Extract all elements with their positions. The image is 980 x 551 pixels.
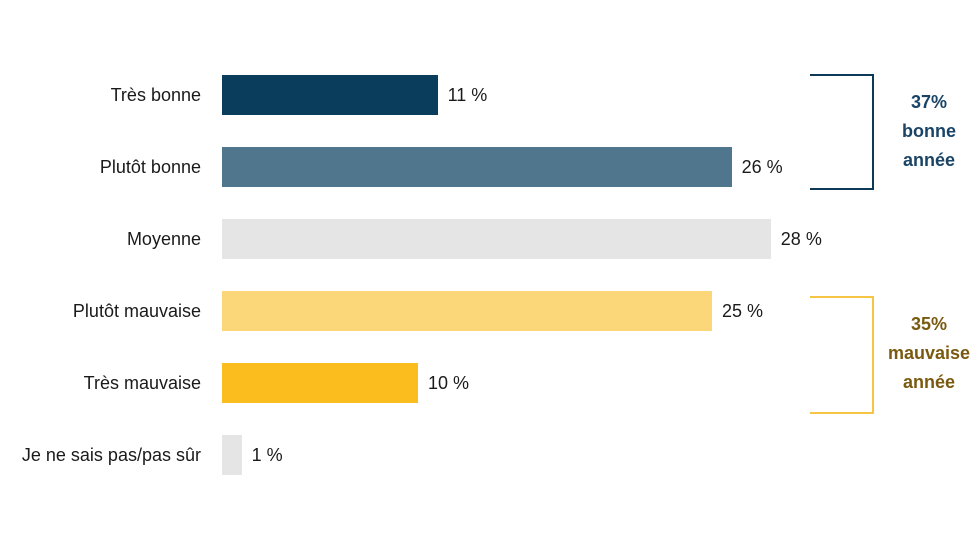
bad-year-line3: année: [902, 372, 956, 392]
good-year-percent: 37%: [910, 92, 948, 112]
bar-row: Plutôt bonne 26 %: [0, 147, 980, 187]
bad-year-line2: mauvaise: [887, 343, 971, 363]
category-label: Très bonne: [110, 85, 201, 105]
bad-year-bracket: [810, 296, 874, 414]
bar-row: Très bonne 11 %: [0, 75, 980, 115]
bar: [222, 363, 418, 403]
value-label: 25 %: [722, 301, 764, 321]
category-label: Plutôt mauvaise: [72, 301, 201, 321]
value-label: 11 %: [447, 85, 488, 105]
bar: [222, 219, 771, 259]
bad-year-annotation: 35% mauvaise année: [874, 310, 980, 397]
bar-row: Moyenne 28 %: [0, 219, 980, 259]
category-label: Très mauvaise: [83, 373, 201, 393]
bar-row: Très mauvaise 10 %: [0, 363, 980, 403]
bar: [222, 435, 242, 475]
value-label: 1 %: [251, 445, 283, 465]
good-year-annotation: 37% bonne année: [874, 88, 980, 175]
bar-row: Je ne sais pas/pas sûr 1 %: [0, 435, 980, 475]
value-label: 10 %: [428, 373, 470, 393]
bar: [222, 147, 732, 187]
bar: [222, 291, 712, 331]
good-year-bracket: [810, 74, 874, 190]
value-label: 28 %: [780, 229, 822, 249]
category-label: Moyenne: [126, 229, 201, 249]
bad-year-percent: 35%: [910, 314, 948, 334]
category-label: Plutôt bonne: [99, 157, 201, 177]
value-label: 26 %: [741, 157, 783, 177]
good-year-line2: bonne: [902, 121, 956, 141]
category-label: Je ne sais pas/pas sûr: [21, 445, 201, 465]
bar-row: Plutôt mauvaise 25 %: [0, 291, 980, 331]
good-year-line3: année: [902, 150, 956, 170]
bar: [222, 75, 438, 115]
